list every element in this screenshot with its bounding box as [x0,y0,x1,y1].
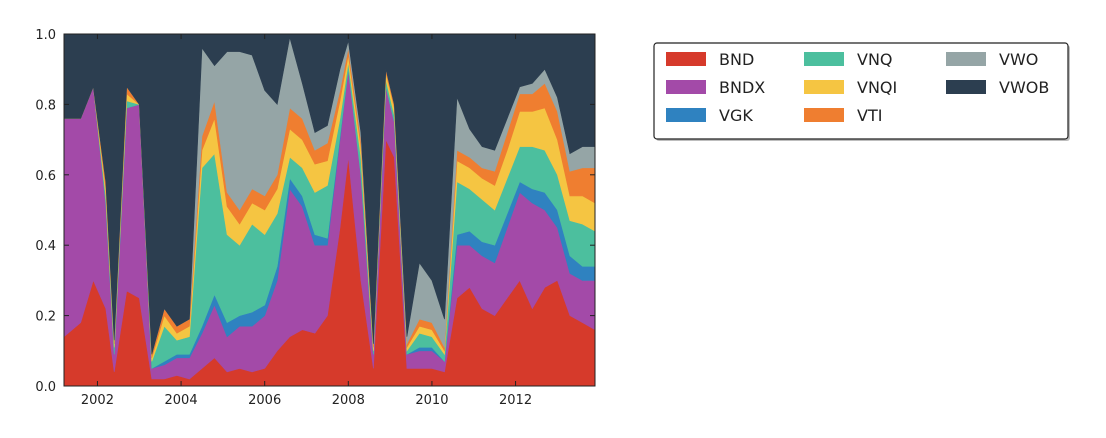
y-axis: 0.0 0.2 0.4 0.6 0.8 1.0 [35,28,595,395]
legend-label-vnq: VNQ [857,50,893,69]
legend-label-vwo: VWO [999,50,1038,69]
x-tick-label: 2010 [415,393,448,408]
y-tick-label: 0.2 [35,310,56,325]
legend-swatch-vnq [804,52,844,66]
y-tick-label: 0.4 [35,239,56,254]
x-tick-label: 2008 [332,393,365,408]
legend-label-bnd: BND [719,50,754,69]
y-tick-label: 0.6 [35,169,56,184]
legend-swatch-vti [804,108,844,122]
legend-label-vgk: VGK [719,106,753,125]
legend-label-vwob: VWOB [999,78,1049,97]
x-tick-label: 2004 [165,393,198,408]
legend-swatch-vwo [946,52,986,66]
y-tick-label: 0.0 [35,380,56,395]
legend-label-vnqi: VNQI [857,78,897,97]
legend-swatch-bnd [666,52,706,66]
legend-swatch-vgk [666,108,706,122]
legend-swatch-bndx [666,80,706,94]
x-tick-label: 2006 [248,393,281,408]
legend-swatch-vnqi [804,80,844,94]
stacked-areas [63,33,596,387]
legend-box [653,42,1069,140]
legend-label-bndx: BNDX [719,78,765,97]
legend: BND BNDX VGK VNQ VNQI VTI VWO VWOB [653,42,1070,141]
x-tick-label: 2002 [81,393,114,408]
y-tick-label: 0.8 [35,98,56,113]
legend-swatch-vwob [946,80,986,94]
x-axis: 2002 2004 2006 2008 2010 2012 [81,34,532,408]
x-tick-label: 2012 [499,393,532,408]
y-tick-label: 1.0 [35,28,56,43]
legend-label-vti: VTI [857,106,882,125]
plot-frame [63,33,596,387]
